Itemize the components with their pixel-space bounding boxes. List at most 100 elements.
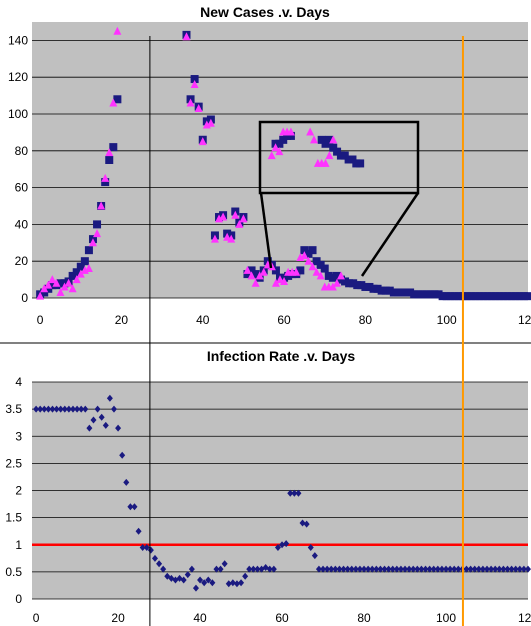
diamond-point bbox=[291, 489, 298, 497]
diamond-point bbox=[61, 405, 68, 413]
square-point bbox=[377, 286, 386, 295]
square-point bbox=[190, 75, 199, 84]
square-point bbox=[308, 246, 317, 255]
new-cases-title: New Cases .v. Days bbox=[200, 4, 330, 20]
square-point bbox=[402, 288, 411, 297]
square-point bbox=[487, 292, 496, 301]
triangle-point bbox=[198, 137, 207, 146]
diamond-point bbox=[90, 416, 97, 424]
diamond-point bbox=[270, 565, 277, 573]
diamond-point bbox=[492, 565, 499, 573]
triangle-point bbox=[60, 282, 69, 291]
triangle-point bbox=[286, 127, 295, 136]
diamond-point bbox=[406, 565, 413, 573]
diamond-point bbox=[447, 565, 454, 573]
triangle-point bbox=[312, 267, 321, 276]
square-point bbox=[365, 282, 374, 291]
diamond-point bbox=[402, 565, 409, 573]
diamond-point bbox=[57, 405, 64, 413]
diamond-point bbox=[475, 565, 482, 573]
triangle-point bbox=[271, 278, 280, 287]
y-tick-label: 4 bbox=[15, 375, 22, 389]
triangle-point bbox=[52, 278, 61, 287]
square-point bbox=[361, 282, 370, 291]
diamond-point bbox=[65, 405, 72, 413]
new-cases-x-tick-labels: 0 20 40 60 80 100 120 bbox=[37, 313, 531, 327]
diamond-point bbox=[123, 478, 130, 486]
diamond-point bbox=[250, 565, 257, 573]
square-point bbox=[300, 246, 309, 255]
square-point bbox=[324, 271, 333, 280]
diamond-point bbox=[217, 565, 224, 573]
diamond-point bbox=[430, 565, 437, 573]
new-cases-chart: New Cases .v. Days 0 20 40 60 80 100 120 140 0 2… bbox=[8, 4, 531, 327]
x-tick-label: 80 bbox=[357, 611, 371, 625]
diamond-point bbox=[356, 565, 363, 573]
square-point bbox=[332, 271, 341, 280]
square-point bbox=[286, 131, 295, 140]
diamond-point bbox=[451, 565, 458, 573]
square-point bbox=[247, 266, 256, 275]
square-point bbox=[410, 290, 419, 299]
square-point bbox=[296, 266, 305, 275]
triangle-point bbox=[56, 287, 65, 296]
diamond-point bbox=[143, 543, 150, 551]
triangle-point bbox=[329, 135, 338, 144]
square-point bbox=[353, 281, 362, 290]
square-point bbox=[72, 268, 81, 277]
y-tick-label: 120 bbox=[8, 70, 28, 84]
x-tick-label: 40 bbox=[193, 611, 207, 625]
triangle-point bbox=[101, 173, 110, 182]
triangle-point bbox=[40, 284, 49, 293]
triangle-point bbox=[64, 278, 73, 287]
diamond-point bbox=[266, 565, 273, 573]
diamond-point bbox=[369, 565, 376, 573]
square-point bbox=[397, 288, 406, 297]
diamond-point bbox=[287, 489, 294, 497]
x-tick-label: 20 bbox=[111, 611, 125, 625]
x-tick-label: 20 bbox=[115, 313, 129, 327]
square-point bbox=[271, 266, 280, 275]
diamond-point bbox=[225, 580, 232, 588]
new-cases-plot-area bbox=[32, 22, 528, 298]
square-point bbox=[381, 286, 390, 295]
square-point bbox=[426, 290, 435, 299]
x-tick-label: 120 bbox=[518, 313, 531, 327]
square-point bbox=[422, 290, 431, 299]
infection-rate-x-tick-labels: 0 20 40 60 80 100 120 bbox=[33, 611, 531, 625]
diamond-point bbox=[283, 540, 290, 548]
triangle-point bbox=[231, 210, 240, 219]
new-cases-y-tick-labels: 0 20 40 60 80 100 120 140 bbox=[8, 33, 28, 305]
diamond-point bbox=[397, 565, 404, 573]
square-point bbox=[345, 279, 354, 288]
triangle-point bbox=[76, 269, 85, 278]
diamond-point bbox=[188, 565, 195, 573]
square-point bbox=[369, 284, 378, 293]
square-point bbox=[40, 288, 49, 297]
diamond-point bbox=[340, 565, 347, 573]
triangle-point bbox=[310, 135, 318, 144]
diamond-point bbox=[160, 565, 167, 573]
triangle-point bbox=[247, 271, 256, 280]
square-point bbox=[341, 277, 350, 286]
vertical-marker-lines bbox=[149, 36, 464, 626]
triangle-point bbox=[332, 278, 341, 287]
square-point bbox=[357, 281, 366, 290]
diamond-point bbox=[86, 424, 93, 432]
diamond-point bbox=[418, 565, 425, 573]
diamond-point bbox=[426, 565, 433, 573]
diamond-point bbox=[37, 405, 44, 413]
triangle-point bbox=[255, 271, 264, 280]
diamond-point bbox=[320, 565, 327, 573]
infection-rate-title: Infection Rate .v. Days bbox=[207, 348, 356, 364]
square-point bbox=[471, 292, 480, 301]
diamond-point bbox=[361, 565, 368, 573]
square-point bbox=[446, 292, 455, 301]
diamond-point bbox=[102, 421, 109, 429]
square-point bbox=[442, 292, 451, 301]
diamond-point bbox=[254, 565, 261, 573]
y-tick-label: 60 bbox=[15, 181, 29, 195]
triangle-point bbox=[243, 265, 252, 274]
diamond-point bbox=[332, 565, 339, 573]
infection-rate-diamond-series bbox=[33, 394, 531, 592]
